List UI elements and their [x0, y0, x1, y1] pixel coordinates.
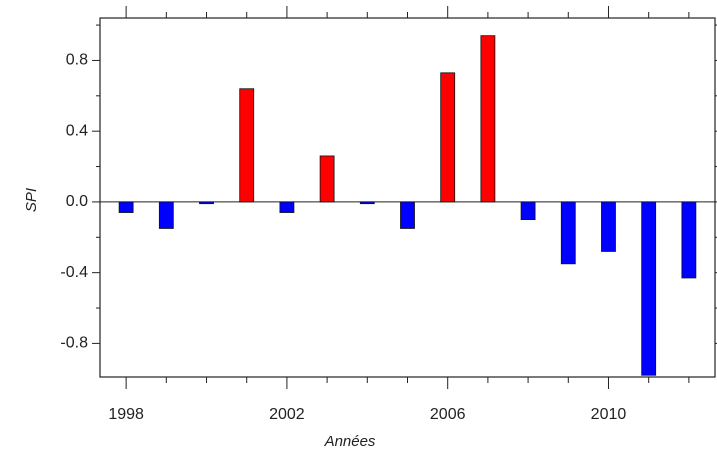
bar [681, 201, 697, 279]
bar [158, 201, 174, 229]
bar [118, 201, 134, 213]
bar [520, 201, 536, 221]
x-tick-label: 1998 [108, 406, 144, 423]
x-axis-label: Années [324, 433, 376, 450]
bar [601, 201, 616, 252]
y-axis-label: SPI [23, 188, 40, 212]
y-tick-label: 0.0 [66, 193, 88, 210]
plot-frame [99, 17, 716, 378]
y-tick-label: -0.4 [60, 264, 88, 281]
x-tick-label: 2002 [269, 406, 305, 423]
y-tick-label: 0.8 [66, 52, 88, 69]
bar [440, 72, 456, 203]
bar [641, 201, 657, 376]
bar [199, 201, 214, 205]
y-tick-label: 0.4 [66, 122, 88, 139]
y-tick-label: -0.8 [60, 335, 88, 352]
x-tick-label: 2006 [430, 406, 466, 423]
bar [279, 201, 295, 213]
bar [560, 201, 576, 265]
bar [319, 155, 335, 203]
bar [359, 201, 375, 205]
bar [480, 35, 496, 203]
x-tick-label: 2010 [591, 406, 627, 423]
bar [400, 201, 415, 229]
bar [239, 88, 255, 203]
